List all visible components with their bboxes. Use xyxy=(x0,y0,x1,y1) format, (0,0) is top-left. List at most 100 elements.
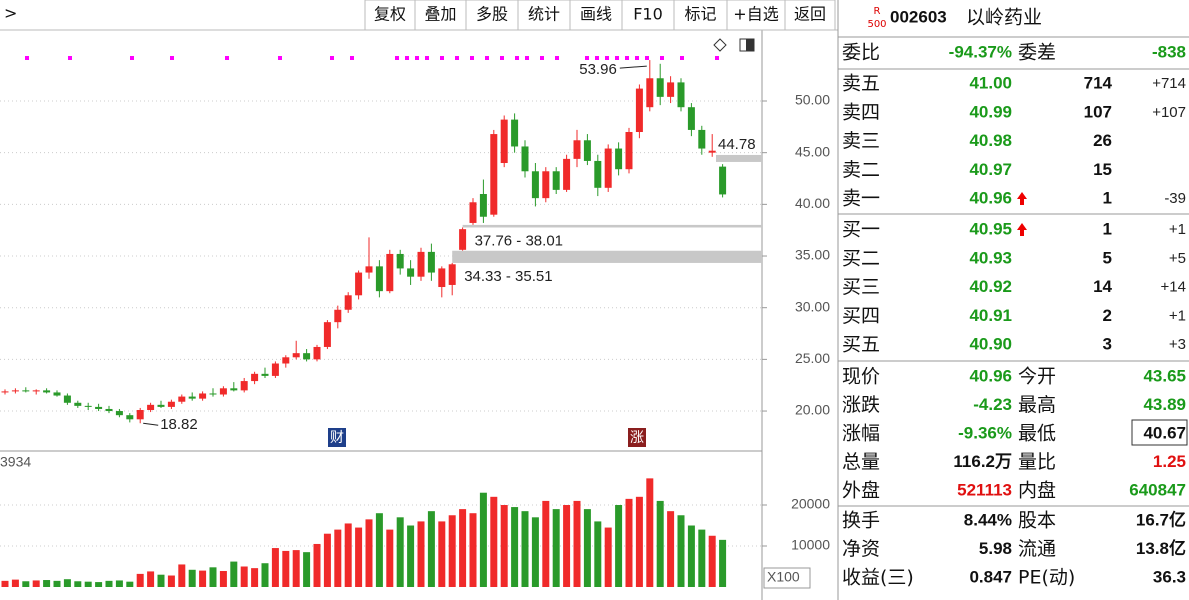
candle-body xyxy=(573,140,581,159)
window-icon-fill xyxy=(746,39,754,51)
volume-bar xyxy=(719,539,727,587)
toolbar-button-label: +自选 xyxy=(733,5,778,24)
candle-body xyxy=(708,150,716,153)
book-volume: 1 xyxy=(1103,189,1112,208)
y-tick-label: 50.00 xyxy=(795,92,830,108)
signal-dot xyxy=(170,56,174,60)
volume-bar xyxy=(11,579,19,587)
volume-top-label: 3934 xyxy=(0,454,31,470)
candle-body xyxy=(396,253,404,269)
candle-body xyxy=(646,78,654,108)
volume-bar xyxy=(531,517,539,587)
chart-icons xyxy=(713,38,755,52)
candle-body xyxy=(521,146,529,172)
annotation-arrow xyxy=(619,65,647,69)
candle-body xyxy=(43,390,51,393)
candle-body xyxy=(126,415,134,420)
book-change: +1 xyxy=(1169,307,1186,324)
signal-dot xyxy=(555,56,559,60)
y-tick-label: 25.00 xyxy=(795,350,830,366)
candle-body xyxy=(22,390,30,392)
diamond-icon[interactable] xyxy=(713,38,727,52)
volume-bar xyxy=(261,563,269,587)
back-arrow[interactable]: > xyxy=(4,4,17,23)
candle-body xyxy=(63,395,71,403)
signal-dot xyxy=(500,56,504,60)
toolbar-button[interactable] xyxy=(673,0,728,31)
book-label: 卖一 xyxy=(842,188,880,210)
quote-value: 40.96 xyxy=(969,366,1012,385)
badge xyxy=(867,4,887,30)
candle-body xyxy=(261,373,269,376)
signal-dot xyxy=(540,56,544,60)
book-volume: 2 xyxy=(1103,306,1112,325)
volume-bar xyxy=(708,535,716,587)
candle-body xyxy=(105,408,113,412)
quote-label: 总量 xyxy=(842,451,880,473)
signal-dot xyxy=(25,56,29,60)
quote-label: 净资 xyxy=(842,538,880,560)
book-volume: 3 xyxy=(1103,335,1112,354)
volume-bar xyxy=(635,496,643,587)
signal-dot xyxy=(485,56,489,60)
volume-bar xyxy=(209,567,217,587)
quote-label: 委比 xyxy=(842,42,880,64)
volume-bar xyxy=(178,564,186,587)
book-price: 40.91 xyxy=(969,306,1012,325)
quote-value: 0.847 xyxy=(969,567,1012,586)
signal-dot xyxy=(660,56,664,60)
toolbar-button[interactable] xyxy=(784,0,836,31)
volume-bar xyxy=(126,581,134,587)
volume-bar xyxy=(365,519,373,587)
volume-bar xyxy=(417,521,425,587)
book-price: 41.00 xyxy=(969,73,1012,92)
volume-bar xyxy=(344,523,352,587)
volume-bar xyxy=(313,543,321,587)
annotation-arrow xyxy=(143,422,159,426)
toolbar-button[interactable] xyxy=(414,0,467,31)
candle-body xyxy=(136,410,144,420)
y-tick-label: 45.00 xyxy=(795,143,830,159)
toolbar-button[interactable] xyxy=(726,0,786,31)
toolbar-button[interactable] xyxy=(364,0,416,31)
extreme-label: 18.82 xyxy=(160,416,198,433)
y-tick-label: 35.00 xyxy=(795,247,830,263)
quote-label: 现价 xyxy=(842,366,880,388)
book-label: 买三 xyxy=(842,276,880,298)
quote-value: 8.44% xyxy=(964,510,1012,529)
event-box[interactable] xyxy=(628,428,646,447)
volume-bar xyxy=(230,561,238,587)
volume-bar xyxy=(656,500,664,587)
volume-bar xyxy=(240,566,248,587)
volume-bar xyxy=(95,582,103,587)
candle-body xyxy=(625,132,633,170)
quote-value: -4.23 xyxy=(973,395,1012,414)
book-price: 40.90 xyxy=(969,335,1012,354)
candle-body xyxy=(656,78,664,97)
panel-lines xyxy=(838,36,1189,507)
volume-bar xyxy=(469,513,477,587)
candle-body xyxy=(1,391,9,393)
event-box[interactable] xyxy=(328,428,346,447)
volume-bar xyxy=(334,529,342,587)
candle-body xyxy=(417,251,425,277)
quote-label: PE(动) xyxy=(1018,567,1075,589)
toolbar-button-label: 多股 xyxy=(476,5,508,24)
quote-label: 委差 xyxy=(1018,42,1056,64)
signal-dot xyxy=(415,56,419,60)
gap-label: 37.76 - 38.01 xyxy=(475,232,563,249)
y-tick-label: 30.00 xyxy=(795,298,830,314)
candle-body xyxy=(448,264,456,285)
candle-body xyxy=(531,171,539,199)
candle-body xyxy=(334,309,342,323)
y-tick-label: 40.00 xyxy=(795,195,830,211)
toolbar-button-label: F10 xyxy=(633,5,663,24)
signal-dot xyxy=(68,56,72,60)
volume-bar xyxy=(583,509,591,587)
book-volume: 5 xyxy=(1103,248,1112,267)
quote-value: 43.89 xyxy=(1143,395,1186,414)
volume-bar xyxy=(646,478,654,587)
volume-bar xyxy=(199,570,207,587)
signal-dot xyxy=(615,56,619,60)
candle-body xyxy=(84,405,92,407)
